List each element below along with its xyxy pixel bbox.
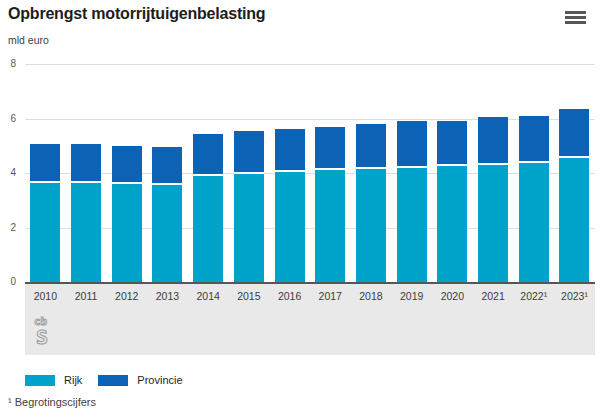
bar-segment-rijk-2023[interactable] — [559, 158, 589, 282]
bar-2015 — [234, 131, 264, 282]
y-tick-label-8: 8 — [0, 58, 16, 70]
x-axis-strip: 2010201120122013201420152016201720182019… — [25, 284, 595, 355]
bar-2013 — [152, 147, 182, 282]
footnote: ¹ Begrotingscijfers — [8, 396, 96, 408]
bar-segment-rijk-2011[interactable] — [71, 183, 101, 282]
hamburger-bar — [565, 21, 586, 24]
x-tick-label-2011: 2011 — [66, 290, 106, 302]
bar-segment-provincie-2010[interactable] — [30, 144, 60, 182]
bar-segment-rijk-2022[interactable] — [519, 163, 549, 282]
cbs-logo: cb S — [33, 314, 57, 350]
unit-label: mld euro — [8, 34, 49, 46]
bar-segment-rijk-2020[interactable] — [437, 166, 467, 282]
bar-segment-provincie-2013[interactable] — [152, 147, 182, 185]
bar-segment-provincie-2023[interactable] — [559, 109, 589, 158]
page-title: Opbrengst motorrijtuigenbelasting — [8, 5, 265, 23]
rijk-color-swatch — [25, 375, 55, 386]
bar-2019 — [397, 121, 427, 282]
bar-2016 — [275, 129, 305, 282]
bar-segment-provincie-2011[interactable] — [71, 144, 101, 182]
bar-segment-rijk-2017[interactable] — [315, 170, 345, 282]
bar-2023 — [559, 109, 589, 282]
y-tick-label-0: 0 — [0, 276, 16, 288]
bar-2022 — [519, 116, 549, 282]
svg-text:S: S — [36, 325, 48, 346]
chart-legend: Rijk Provincie — [25, 374, 183, 386]
x-tick-label-2023: 2023¹ — [554, 290, 594, 302]
x-tick-label-2014: 2014 — [188, 290, 228, 302]
bar-segment-rijk-2013[interactable] — [152, 185, 182, 282]
x-tick-label-2015: 2015 — [229, 290, 269, 302]
bar-segment-rijk-2012[interactable] — [112, 184, 142, 282]
y-tick-label-2: 2 — [0, 222, 16, 234]
bars-container — [25, 64, 595, 282]
bar-segment-provincie-2020[interactable] — [437, 121, 467, 166]
y-tick-label-6: 6 — [0, 113, 16, 125]
bar-segment-provincie-2012[interactable] — [112, 146, 142, 184]
legend-label: Provincie — [137, 374, 182, 386]
bar-segment-provincie-2014[interactable] — [193, 134, 223, 176]
bar-2017 — [315, 127, 345, 282]
bar-2011 — [71, 144, 101, 282]
bar-2014 — [193, 134, 223, 283]
provincie-color-swatch — [98, 375, 128, 386]
x-tick-label-2010: 2010 — [25, 290, 65, 302]
legend-item-provincie[interactable]: Provincie — [98, 374, 182, 386]
bar-2010 — [30, 144, 60, 282]
x-tick-label-2022: 2022¹ — [514, 290, 554, 302]
bar-segment-provincie-2016[interactable] — [275, 129, 305, 171]
bar-segment-rijk-2016[interactable] — [275, 172, 305, 282]
legend-label: Rijk — [64, 374, 82, 386]
hamburger-bar — [565, 16, 586, 19]
x-tick-label-2020: 2020 — [432, 290, 472, 302]
x-tick-label-2021: 2021 — [473, 290, 513, 302]
bar-segment-provincie-2022[interactable] — [519, 116, 549, 164]
bar-segment-provincie-2018[interactable] — [356, 124, 386, 169]
bar-segment-rijk-2018[interactable] — [356, 169, 386, 282]
hamburger-menu-icon[interactable] — [565, 11, 586, 26]
legend-item-rijk[interactable]: Rijk — [25, 374, 82, 386]
bar-2021 — [478, 117, 508, 282]
bar-segment-provincie-2015[interactable] — [234, 131, 264, 175]
x-tick-label-2016: 2016 — [270, 290, 310, 302]
bar-segment-rijk-2021[interactable] — [478, 165, 508, 282]
x-tick-label-2012: 2012 — [107, 290, 147, 302]
x-axis-labels: 2010201120122013201420152016201720182019… — [25, 284, 595, 302]
bar-segment-rijk-2014[interactable] — [193, 176, 223, 282]
bar-2018 — [356, 124, 386, 282]
chart-card: Opbrengst motorrijtuigenbelasting mld eu… — [0, 0, 600, 417]
bar-2020 — [437, 121, 467, 282]
bar-2012 — [112, 146, 142, 282]
x-tick-label-2019: 2019 — [392, 290, 432, 302]
hamburger-bar — [565, 11, 586, 14]
x-tick-label-2013: 2013 — [147, 290, 187, 302]
plot-area — [25, 64, 595, 282]
x-tick-label-2018: 2018 — [351, 290, 391, 302]
bar-segment-provincie-2017[interactable] — [315, 127, 345, 171]
bar-segment-provincie-2019[interactable] — [397, 121, 427, 167]
bar-segment-rijk-2010[interactable] — [30, 183, 60, 282]
bar-segment-provincie-2021[interactable] — [478, 117, 508, 165]
bar-segment-rijk-2015[interactable] — [234, 174, 264, 282]
bar-segment-rijk-2019[interactable] — [397, 168, 427, 282]
y-tick-label-4: 4 — [0, 167, 16, 179]
x-tick-label-2017: 2017 — [310, 290, 350, 302]
